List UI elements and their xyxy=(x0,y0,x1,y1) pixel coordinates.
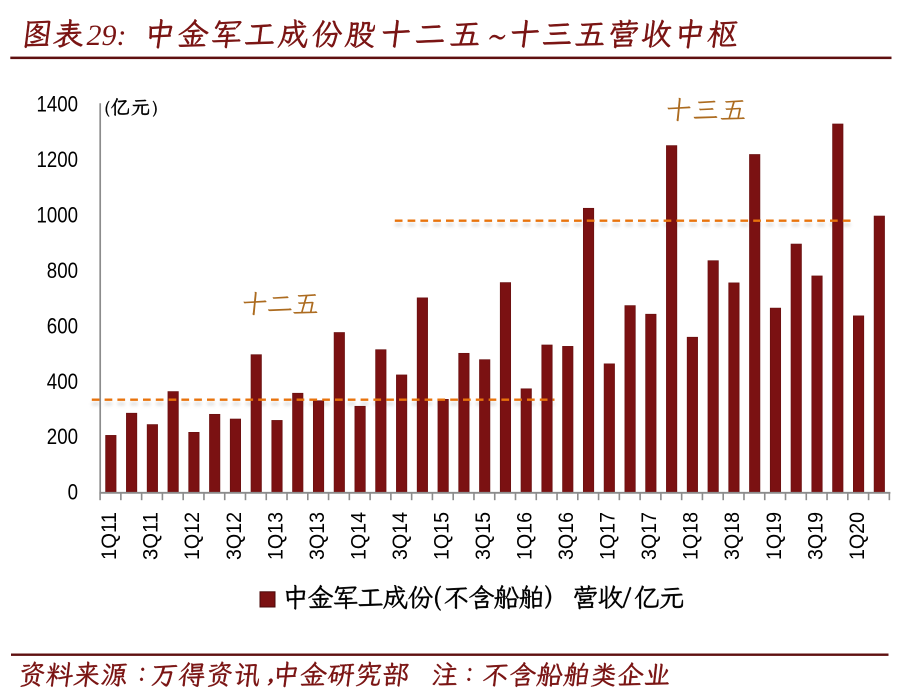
svg-text:0: 0 xyxy=(68,480,78,505)
svg-text:3Q15: 3Q15 xyxy=(472,512,495,560)
svg-text:1Q16: 1Q16 xyxy=(514,512,537,560)
svg-text:1000: 1000 xyxy=(37,202,79,227)
svg-text:1Q12: 1Q12 xyxy=(181,512,204,560)
svg-text:600: 600 xyxy=(47,313,78,338)
svg-text:29:: 29: xyxy=(87,19,127,52)
svg-text:3Q13: 3Q13 xyxy=(306,512,329,560)
svg-text:3Q12: 3Q12 xyxy=(223,512,246,560)
svg-text:3Q14: 3Q14 xyxy=(389,512,412,560)
svg-text:3Q11: 3Q11 xyxy=(140,512,163,560)
svg-text:1Q18: 1Q18 xyxy=(680,512,703,560)
svg-text:800: 800 xyxy=(47,258,78,283)
svg-text:3Q17: 3Q17 xyxy=(638,512,661,560)
svg-text:1Q13: 1Q13 xyxy=(264,512,287,560)
svg-text:200: 200 xyxy=(47,424,78,449)
svg-text:3Q16: 3Q16 xyxy=(555,512,578,560)
svg-text:1Q11: 1Q11 xyxy=(98,512,121,560)
svg-text:1Q14: 1Q14 xyxy=(347,512,370,560)
svg-text:3Q19: 3Q19 xyxy=(804,512,827,560)
svg-text:1Q17: 1Q17 xyxy=(597,512,620,560)
svg-text:1Q20: 1Q20 xyxy=(846,512,869,560)
svg-text:400: 400 xyxy=(47,369,78,394)
svg-text:3Q18: 3Q18 xyxy=(721,512,744,560)
svg-text:1400: 1400 xyxy=(37,92,79,117)
svg-text:1Q19: 1Q19 xyxy=(763,512,786,560)
svg-text:1200: 1200 xyxy=(37,147,79,172)
svg-text:1Q15: 1Q15 xyxy=(430,512,453,560)
